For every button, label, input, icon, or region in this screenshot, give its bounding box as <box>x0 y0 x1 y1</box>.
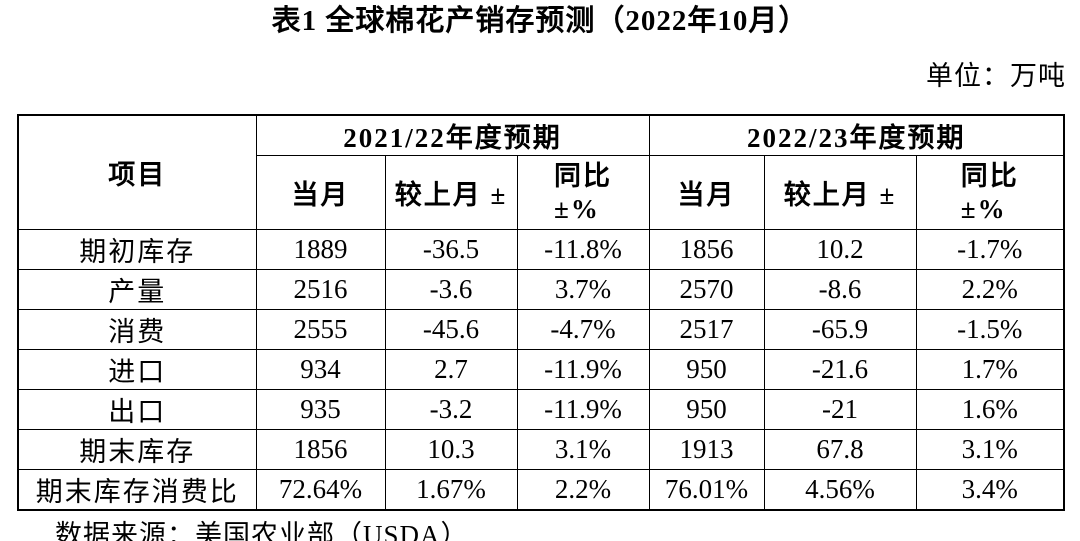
unit-label: 单位：万吨 <box>926 61 1066 91</box>
table-cell: 950 <box>648 349 765 390</box>
header-item: 项目 <box>17 114 257 230</box>
table-row: 期末库存消费比 72.64% 1.67% 2.2% 76.01% 4.56% 3… <box>17 469 1065 511</box>
table-cell: 935 <box>255 389 386 430</box>
table-cell: 934 <box>255 349 386 390</box>
table-cell: 950 <box>648 389 765 430</box>
table-cell: -1.5% <box>915 309 1065 350</box>
subheader-yoy-1: 同比 ±% <box>516 155 650 230</box>
subheader-current-month-1: 当月 <box>255 155 386 230</box>
table-row: 期初库存 1889 -36.5 -11.8% 1856 10.2 -1.7% <box>17 229 1065 270</box>
table-header-sub-row: 当月 较上月 ± 同比 ±% 当月 较上月 ± 同比 ±% <box>18 155 1065 230</box>
table-row: 进口 934 2.7 -11.9% 950 -21.6 1.7% <box>17 349 1065 390</box>
table-cell: -4.7% <box>516 309 650 350</box>
table-cell: -36.5 <box>384 229 518 270</box>
table-cell: 10.2 <box>763 229 917 270</box>
table-cell: 3.4% <box>915 469 1065 511</box>
table-cell: -11.9% <box>516 389 650 430</box>
subheader-vs-last-month-1: 较上月 ± <box>384 155 518 230</box>
table-header-group-row: 项目 2021/22年度预期 2022/23年度预期 <box>17 114 1065 230</box>
table-cell: 1.7% <box>915 349 1065 390</box>
table-cell: 1856 <box>648 229 765 270</box>
table-cell: 67.8 <box>763 429 917 470</box>
table-cell: 1.6% <box>915 389 1065 430</box>
subheader-yoy-2: 同比 ±% <box>915 155 1065 230</box>
page-title: 表1 全球棉花产销存预测（2022年10月） <box>271 5 809 37</box>
table-row: 产量 2516 -3.6 3.7% 2570 -8.6 2.2% <box>17 269 1065 310</box>
table-cell: 2570 <box>648 269 765 310</box>
data-source: 数据来源：美国农业部（USDA） <box>55 520 469 541</box>
table-row: 出口 935 -3.2 -11.9% 950 -21 1.6% <box>17 389 1065 430</box>
row-label: 出口 <box>17 389 257 430</box>
row-label: 期初库存 <box>17 229 257 270</box>
yoy-line1: 同比 <box>554 160 612 191</box>
table-cell: 2555 <box>255 309 386 350</box>
subheader-yoy-text-2: 同比 ±% <box>961 160 1019 226</box>
table-cell: 72.64% <box>255 469 386 511</box>
table-cell: 2517 <box>648 309 765 350</box>
table-cell: 3.1% <box>516 429 650 470</box>
row-label: 进口 <box>17 349 257 390</box>
table-cell: 3.1% <box>915 429 1065 470</box>
table-cell: -3.2 <box>384 389 518 430</box>
yoy-line2: ±% <box>960 193 1007 224</box>
row-label: 消费 <box>17 309 257 350</box>
table-cell: -11.8% <box>516 229 650 270</box>
table-cell: -1.7% <box>915 229 1065 270</box>
table-row: 消费 2555 -45.6 -4.7% 2517 -65.9 -1.5% <box>17 309 1065 350</box>
header-group-2022-23: 2022/23年度预期 <box>648 114 1065 156</box>
table-cell: -21.6 <box>763 349 917 390</box>
table-cell: -11.9% <box>516 349 650 390</box>
table-row: 期末库存 1856 10.3 3.1% 1913 67.8 3.1% <box>17 429 1065 470</box>
table-cell: -3.6 <box>384 269 518 310</box>
table-cell: 1856 <box>255 429 386 470</box>
table-cell: 2516 <box>255 269 386 310</box>
table-cell: 2.2% <box>516 469 650 511</box>
table-cell: 3.7% <box>516 269 650 310</box>
table-cell: 10.3 <box>384 429 518 470</box>
table-cell: 2.2% <box>915 269 1065 310</box>
header-group-2021-22: 2021/22年度预期 <box>255 114 650 156</box>
table-cell: -21 <box>763 389 917 430</box>
yoy-line2: ±% <box>554 193 600 224</box>
table-cell: -65.9 <box>763 309 917 350</box>
cotton-forecast-table: 项目 2021/22年度预期 2022/23年度预期 当月 较上月 ± 同比 ±%… <box>17 114 1066 511</box>
table-cell: 1.67% <box>384 469 518 511</box>
row-label: 期末库存 <box>17 429 257 470</box>
table-cell: -45.6 <box>384 309 518 350</box>
subheader-current-month-2: 当月 <box>648 155 765 230</box>
subheader-vs-last-month-2: 较上月 ± <box>763 155 917 230</box>
table-cell: 1913 <box>648 429 765 470</box>
table-cell: 2.7 <box>384 349 518 390</box>
yoy-line1: 同比 <box>960 160 1019 191</box>
row-label: 产量 <box>17 269 257 310</box>
table-cell: 76.01% <box>648 469 765 511</box>
subheader-yoy-text-1: 同比 ±% <box>554 160 612 226</box>
table-cell: -8.6 <box>763 269 917 310</box>
row-label: 期末库存消费比 <box>17 469 257 511</box>
table-cell: 1889 <box>255 229 386 270</box>
table-cell: 4.56% <box>763 469 917 511</box>
